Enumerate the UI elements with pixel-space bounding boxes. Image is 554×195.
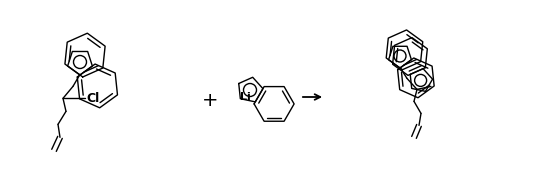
Text: Li: Li: [240, 91, 251, 102]
Text: +: +: [202, 90, 218, 110]
Text: Cl: Cl: [86, 92, 99, 105]
